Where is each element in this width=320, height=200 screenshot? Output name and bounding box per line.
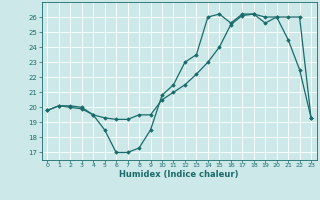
X-axis label: Humidex (Indice chaleur): Humidex (Indice chaleur)	[119, 170, 239, 179]
